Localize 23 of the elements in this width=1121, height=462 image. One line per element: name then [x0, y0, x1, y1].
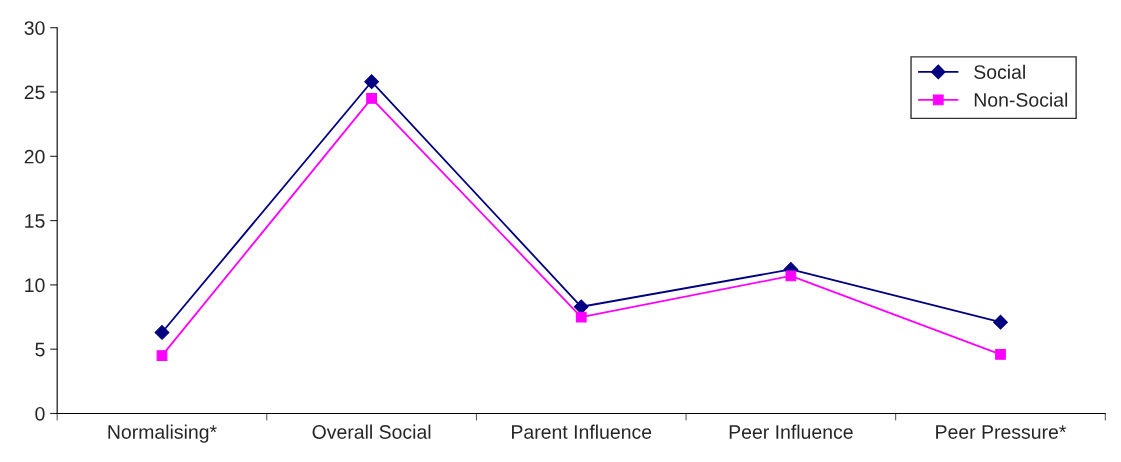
point — [366, 93, 377, 104]
y-tick-label: 15 — [25, 214, 45, 228]
point — [993, 314, 1008, 330]
point — [785, 270, 797, 282]
x-tick-label: Peer Pressure* — [936, 425, 1067, 439]
point — [154, 325, 170, 340]
y-tick-label: 20 — [24, 149, 45, 164]
point — [364, 74, 380, 90]
legend-label: Social — [974, 64, 1025, 79]
point — [995, 348, 1006, 360]
point — [156, 350, 168, 362]
point — [575, 311, 587, 323]
x-tick-label: Peer Influence — [729, 424, 853, 439]
x-tick-label: Normalising* — [108, 424, 217, 443]
y-tick-label: 25 — [24, 85, 45, 100]
y-tick-label: 0 — [35, 406, 45, 421]
y-tick-label: 30 — [24, 21, 45, 35]
legend-label: Non-Social — [974, 92, 1068, 107]
point — [573, 299, 589, 315]
y-tick-label: 10 — [25, 278, 45, 293]
x-tick-label: Parent Influence — [512, 424, 652, 439]
y-tick-label: 5 — [35, 342, 45, 357]
x-tick-label: Overall Social — [312, 424, 431, 439]
